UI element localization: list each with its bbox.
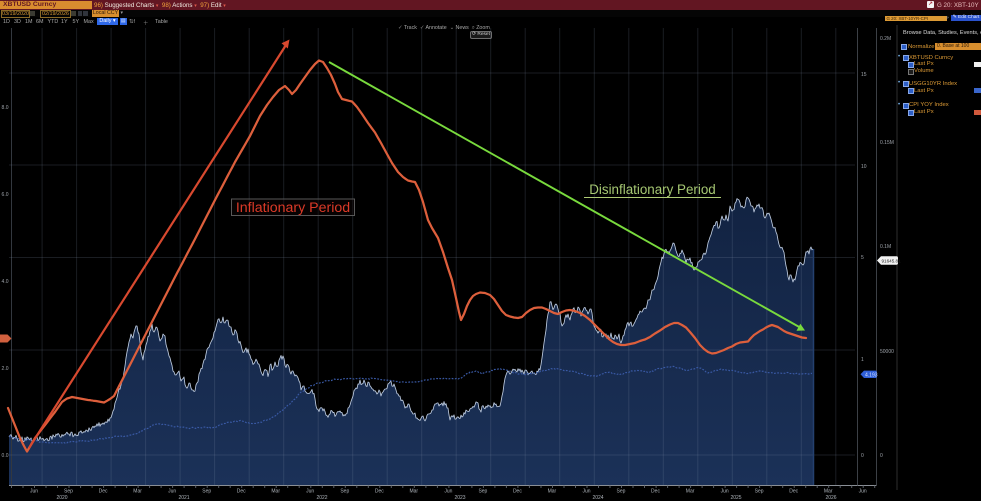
svg-text:Jun: Jun	[444, 489, 452, 495]
svg-text:Jun: Jun	[582, 489, 590, 495]
svg-text:2020: 2020	[56, 495, 67, 501]
svg-text:2025: 2025	[730, 495, 741, 501]
svg-text:0.15M: 0.15M	[880, 140, 894, 146]
svg-text:0.2M: 0.2M	[880, 36, 891, 42]
svg-text:91645.81: 91645.81	[882, 259, 902, 264]
svg-text:Jun: Jun	[859, 489, 867, 495]
svg-text:15: 15	[861, 72, 867, 78]
svg-text:Dec: Dec	[513, 489, 522, 495]
svg-text:Sep: Sep	[617, 489, 626, 495]
svg-text:Sep: Sep	[202, 489, 211, 495]
svg-text:6.0: 6.0	[2, 192, 9, 198]
svg-text:Dec: Dec	[375, 489, 384, 495]
svg-text:0: 0	[880, 453, 883, 459]
svg-text:Jun: Jun	[168, 489, 176, 495]
svg-text:Mar: Mar	[409, 489, 418, 495]
svg-text:1: 1	[861, 357, 864, 363]
svg-text:Disinflationary Period: Disinflationary Period	[589, 182, 716, 197]
svg-text:Mar: Mar	[824, 489, 833, 495]
svg-text:0.0: 0.0	[2, 453, 9, 459]
svg-text:Inflationary Period: Inflationary Period	[236, 200, 350, 216]
svg-text:0.1M: 0.1M	[880, 244, 891, 250]
svg-text:2021: 2021	[178, 495, 189, 501]
svg-text:8.0: 8.0	[2, 105, 9, 111]
svg-text:Jun: Jun	[721, 489, 729, 495]
svg-text:Jun: Jun	[30, 489, 38, 495]
svg-text:Mar: Mar	[271, 489, 280, 495]
svg-text:2022: 2022	[316, 495, 327, 501]
svg-text:5: 5	[861, 255, 864, 261]
svg-text:Sep: Sep	[478, 489, 487, 495]
svg-text:10: 10	[861, 164, 867, 170]
svg-text:Mar: Mar	[686, 489, 695, 495]
svg-text:50000: 50000	[880, 349, 894, 355]
svg-text:Dec: Dec	[99, 489, 108, 495]
svg-text:0: 0	[861, 453, 864, 459]
svg-text:4.0: 4.0	[2, 279, 9, 285]
svg-text:Mar: Mar	[548, 489, 557, 495]
svg-text:Dec: Dec	[237, 489, 246, 495]
svg-text:Jun: Jun	[306, 489, 314, 495]
svg-text:2.0: 2.0	[2, 366, 9, 372]
svg-text:2023: 2023	[454, 495, 465, 501]
svg-text:Sep: Sep	[64, 489, 73, 495]
svg-text:2024: 2024	[592, 495, 603, 501]
svg-text:Sep: Sep	[755, 489, 764, 495]
svg-text:Mar: Mar	[133, 489, 142, 495]
svg-text:Dec: Dec	[789, 489, 798, 495]
svg-text:2026: 2026	[825, 495, 836, 501]
svg-text:Sep: Sep	[340, 489, 349, 495]
svg-text:Dec: Dec	[651, 489, 660, 495]
svg-text:4.193: 4.193	[865, 372, 878, 378]
